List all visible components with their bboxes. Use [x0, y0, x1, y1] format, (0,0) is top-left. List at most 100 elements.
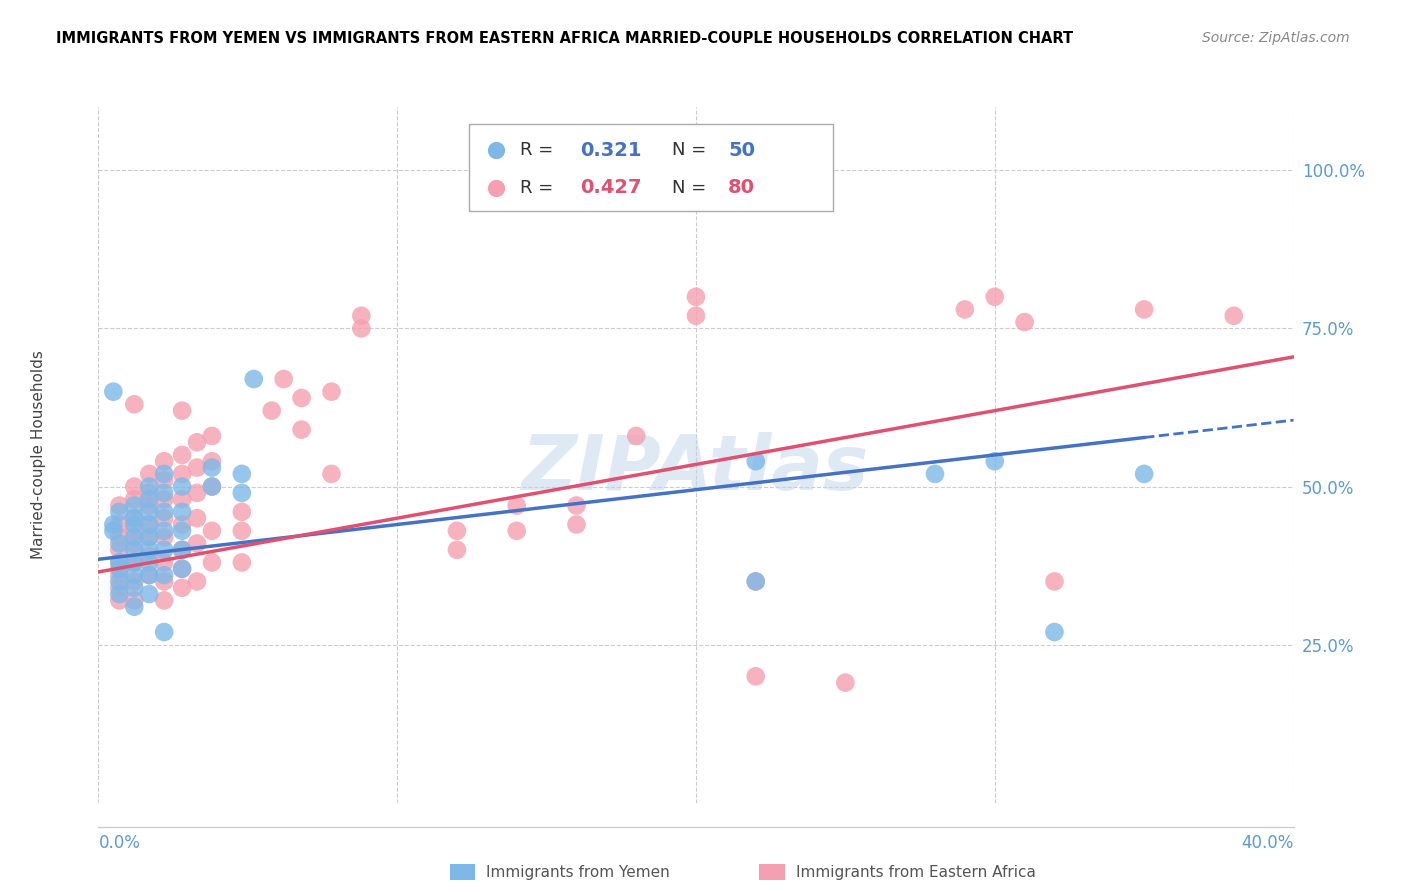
Point [201, 454, 224, 468]
Point [108, 556, 131, 570]
Point [172, 492, 194, 507]
Point [108, 499, 131, 513]
Text: Immigrants from Eastern Africa: Immigrants from Eastern Africa [796, 865, 1036, 880]
Point [124, 536, 146, 550]
Point [153, 593, 176, 607]
Point [172, 467, 194, 481]
Point [172, 542, 194, 557]
Point [186, 460, 208, 475]
Point [103, 517, 125, 532]
Point [124, 479, 146, 493]
Point [172, 562, 194, 576]
Point [201, 556, 224, 570]
Point [186, 536, 208, 550]
Point [153, 492, 176, 507]
Point [953, 302, 976, 317]
Point [124, 581, 146, 595]
Point [153, 542, 176, 557]
Point [984, 290, 1007, 304]
Point [1223, 309, 1246, 323]
Point [138, 556, 160, 570]
Point [124, 593, 146, 607]
Text: Married-couple Households: Married-couple Households [31, 351, 46, 559]
Point [108, 587, 131, 601]
Point [172, 524, 194, 538]
Point [138, 479, 160, 493]
Point [186, 435, 208, 450]
Point [124, 530, 146, 544]
Point [138, 568, 160, 582]
Point [186, 486, 208, 500]
Point [745, 574, 768, 589]
Point [124, 599, 146, 614]
Point [172, 517, 194, 532]
Point [1133, 302, 1156, 317]
Point [1043, 625, 1066, 640]
Point [153, 574, 176, 589]
Text: 0.0%: 0.0% [98, 834, 141, 852]
Point [124, 574, 146, 589]
Point [626, 429, 648, 443]
Point [108, 581, 131, 595]
Point [273, 372, 295, 386]
Point [138, 587, 160, 601]
Point [124, 556, 146, 570]
Point [506, 499, 529, 513]
Point [108, 517, 131, 532]
Point [124, 524, 146, 538]
Point [201, 479, 224, 493]
Text: R =: R = [520, 179, 565, 197]
Point [1014, 315, 1036, 329]
Point [124, 511, 146, 525]
Point [124, 517, 146, 532]
Point [124, 542, 146, 557]
Point [685, 290, 707, 304]
Text: IMMIGRANTS FROM YEMEN VS IMMIGRANTS FROM EASTERN AFRICA MARRIED-COUPLE HOUSEHOLD: IMMIGRANTS FROM YEMEN VS IMMIGRANTS FROM… [56, 31, 1073, 46]
Point [124, 397, 146, 411]
Point [124, 492, 146, 507]
Point [834, 675, 856, 690]
Text: 0.427: 0.427 [581, 178, 641, 197]
FancyBboxPatch shape [470, 124, 834, 211]
Point [138, 486, 160, 500]
Point [124, 511, 146, 525]
Point [138, 549, 160, 563]
Point [172, 403, 194, 417]
Point [138, 492, 160, 507]
Text: 50: 50 [728, 141, 755, 160]
Point [984, 454, 1007, 468]
Point [108, 562, 131, 576]
Text: R =: R = [520, 141, 565, 160]
Point [745, 669, 768, 683]
Point [108, 593, 131, 607]
Point [231, 556, 253, 570]
Text: 40.0%: 40.0% [1241, 834, 1294, 852]
Point [243, 372, 266, 386]
Point [108, 574, 131, 589]
Point [172, 479, 194, 493]
Text: 0.321: 0.321 [581, 141, 641, 160]
Point [153, 473, 176, 487]
Point [685, 309, 707, 323]
Point [231, 467, 253, 481]
Point [153, 524, 176, 538]
Point [153, 467, 176, 481]
Point [321, 467, 343, 481]
Point [446, 542, 468, 557]
Point [124, 556, 146, 570]
Point [201, 460, 224, 475]
Point [124, 499, 146, 513]
Point [321, 384, 343, 399]
Point [138, 467, 160, 481]
Point [138, 517, 160, 532]
Point [291, 391, 314, 405]
Point [291, 423, 314, 437]
Point [108, 556, 131, 570]
Point [506, 524, 529, 538]
Point [186, 511, 208, 525]
Point [153, 568, 176, 582]
Point [108, 505, 131, 519]
Point [231, 524, 253, 538]
Point [745, 574, 768, 589]
Point [565, 499, 588, 513]
